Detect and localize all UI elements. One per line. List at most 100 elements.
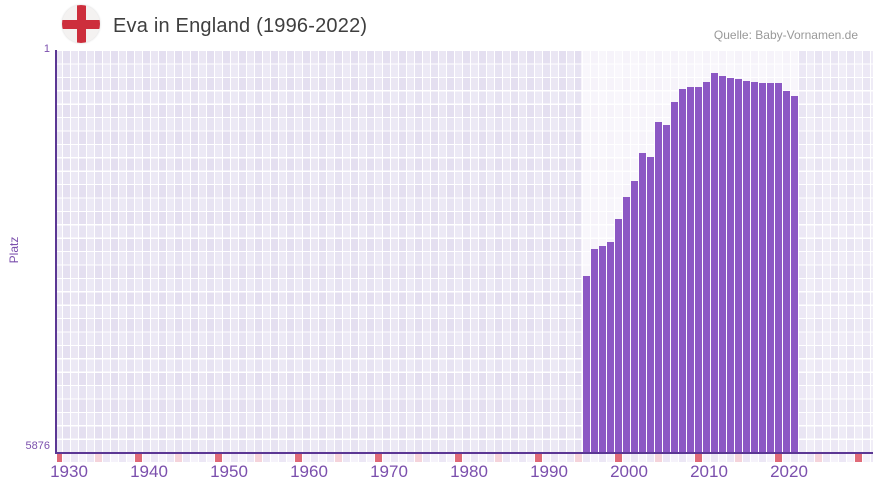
bar-2021[interactable] (783, 91, 790, 452)
bar-2004[interactable] (647, 157, 654, 452)
x-tick-2010: 2010 (690, 462, 728, 481)
year-marker-1948 (199, 454, 206, 462)
year-marker-2026 (823, 454, 830, 462)
x-tick-1980: 1980 (450, 462, 488, 481)
year-marker-2007 (671, 454, 678, 462)
year-marker-1966 (343, 454, 350, 462)
bar-2001[interactable] (623, 196, 630, 452)
year-marker-1978 (439, 454, 446, 462)
bar-2019[interactable] (767, 83, 774, 452)
year-marker-1947 (191, 454, 198, 462)
year-marker-1941 (143, 454, 150, 462)
year-marker-1935 (95, 454, 102, 462)
y-axis-top-label: 1 (43, 43, 50, 55)
year-marker-2029 (847, 454, 854, 462)
year-marker-1933 (79, 454, 86, 462)
year-marker-2017 (751, 454, 758, 462)
bar-2003[interactable] (639, 152, 646, 452)
year-marker-1991 (543, 454, 550, 462)
year-marker-1937 (111, 454, 118, 462)
year-marker-2025 (815, 454, 822, 462)
year-marker-1981 (463, 454, 470, 462)
year-marker-1983 (479, 454, 486, 462)
year-marker-2028 (839, 454, 846, 462)
bar-2005[interactable] (655, 121, 662, 452)
bar-2018[interactable] (759, 82, 766, 452)
source-credit: Quelle: Baby-Vornamen.de (713, 28, 858, 42)
year-marker-1960 (295, 454, 302, 462)
year-marker-1962 (311, 454, 318, 462)
year-marker-1989 (527, 454, 534, 462)
x-tick-1990: 1990 (530, 462, 568, 481)
year-marker-2006 (663, 454, 670, 462)
bar-1999[interactable] (607, 242, 614, 452)
year-marker-1965 (335, 454, 342, 462)
year-marker-1951 (223, 454, 230, 462)
year-marker-2020 (775, 454, 782, 462)
england-flag-icon (62, 5, 100, 43)
year-marker-2002 (631, 454, 638, 462)
bar-1998[interactable] (599, 245, 606, 452)
year-marker-1997 (591, 454, 598, 462)
bar-2002[interactable] (631, 180, 638, 452)
year-marker-1970 (375, 454, 382, 462)
year-marker-2019 (767, 454, 774, 462)
x-tick-1940: 1940 (130, 462, 168, 481)
flag-cross-vertical (76, 5, 86, 43)
year-marker-2031 (863, 454, 870, 462)
year-marker-1984 (487, 454, 494, 462)
x-axis-tick-labels: 1930 1940 1950 1960 1970 1980 1990 2000 2010 2020 (50, 462, 873, 486)
plot-area (55, 50, 873, 454)
bar-2009[interactable] (687, 87, 694, 452)
year-marker-2011 (703, 454, 710, 462)
year-marker-1995 (575, 454, 582, 462)
year-marker-1987 (511, 454, 518, 462)
y-axis-title: Platz (7, 236, 21, 264)
year-marker-1990 (535, 454, 542, 462)
bar-2010[interactable] (695, 86, 702, 452)
year-marker-1938 (119, 454, 126, 462)
bar-2000[interactable] (615, 219, 622, 452)
year-marker-1930 (57, 454, 62, 462)
year-marker-2013 (719, 454, 726, 462)
bar-2013[interactable] (719, 76, 726, 452)
year-marker-1992 (551, 454, 558, 462)
year-marker-2001 (623, 454, 630, 462)
year-marker-1942 (151, 454, 158, 462)
bar-1996[interactable] (583, 276, 590, 452)
bar-2006[interactable] (663, 124, 670, 452)
year-marker-1969 (367, 454, 374, 462)
year-marker-2009 (687, 454, 694, 462)
bar-2014[interactable] (727, 78, 734, 452)
year-marker-2027 (831, 454, 838, 462)
bar-2007[interactable] (671, 102, 678, 452)
bar-2016[interactable] (743, 80, 750, 452)
year-marker-1950 (215, 454, 222, 462)
bar-2020[interactable] (775, 83, 782, 452)
year-marker-1963 (319, 454, 326, 462)
year-marker-1932 (71, 454, 78, 462)
bar-1997[interactable] (591, 248, 598, 452)
year-marker-1977 (431, 454, 438, 462)
bar-series (57, 50, 873, 452)
year-marker-1974 (407, 454, 414, 462)
bar-2012[interactable] (711, 72, 718, 452)
year-marker-2008 (679, 454, 686, 462)
bar-2008[interactable] (679, 89, 686, 452)
chart-title: Eva in England (1996-2022) (113, 15, 368, 37)
year-marker-1996 (583, 454, 590, 462)
year-marker-1955 (255, 454, 262, 462)
x-tick-1970: 1970 (370, 462, 408, 481)
bar-2015[interactable] (735, 79, 742, 452)
bar-2017[interactable] (751, 81, 758, 452)
year-marker-1971 (383, 454, 390, 462)
year-marker-2012 (711, 454, 718, 462)
year-marker-2003 (639, 454, 646, 462)
x-tick-2000: 2000 (610, 462, 648, 481)
bar-2011[interactable] (703, 82, 710, 452)
year-marker-1957 (271, 454, 278, 462)
year-marker-1931 (63, 454, 70, 462)
bar-2022[interactable] (791, 95, 798, 452)
year-marker-1934 (87, 454, 94, 462)
